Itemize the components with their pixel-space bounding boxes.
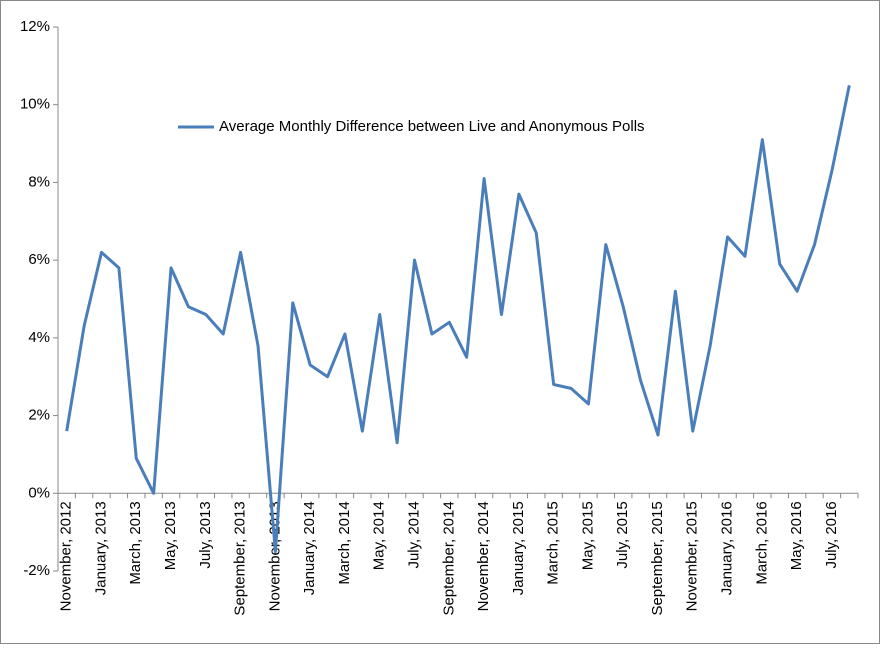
x-tick-label: July, 2015	[614, 501, 631, 568]
x-tick-label: November, 2014	[475, 501, 492, 611]
x-tick-label: September, 2014	[440, 501, 457, 615]
x-tick-label: January, 2014	[301, 501, 318, 595]
x-tick-label: March, 2013	[127, 501, 144, 584]
x-tick-label: March, 2016	[753, 501, 770, 584]
x-tick-label: March, 2014	[336, 501, 353, 584]
x-tick-label: November, 2013	[266, 501, 283, 611]
x-tick-label: September, 2015	[649, 501, 666, 615]
x-tick-label: November, 2015	[684, 501, 701, 611]
x-tick-label: May, 2013	[162, 501, 179, 570]
y-tick-label: 6%	[28, 251, 50, 268]
x-tick-label: January, 2015	[510, 501, 527, 595]
x-tick-label: July, 2016	[823, 501, 840, 568]
x-tick-label: July, 2013	[197, 501, 214, 568]
y-tick-label: 12%	[20, 18, 50, 35]
x-tick-label: May, 2015	[579, 501, 596, 570]
y-tick-label: 10%	[20, 96, 50, 113]
data-line	[65, 84, 851, 554]
x-tick-label: January, 2013	[92, 501, 109, 595]
x-tick-label: November, 2012	[58, 501, 75, 611]
y-tick-label: -2%	[23, 562, 50, 579]
y-tick-label: 4%	[28, 329, 50, 346]
x-tick-label: September, 2013	[232, 501, 249, 615]
y-tick-label: 0%	[28, 484, 50, 501]
x-tick-label: May, 2016	[788, 501, 805, 570]
y-tick-label: 8%	[28, 173, 50, 190]
legend-label: Average Monthly Difference between Live …	[219, 118, 645, 135]
x-tick-label: July, 2014	[405, 501, 422, 568]
x-tick-label: January, 2016	[719, 501, 736, 595]
x-tick-label: May, 2014	[371, 501, 388, 570]
y-tick-label: 2%	[28, 407, 50, 424]
x-tick-label: March, 2015	[545, 501, 562, 584]
